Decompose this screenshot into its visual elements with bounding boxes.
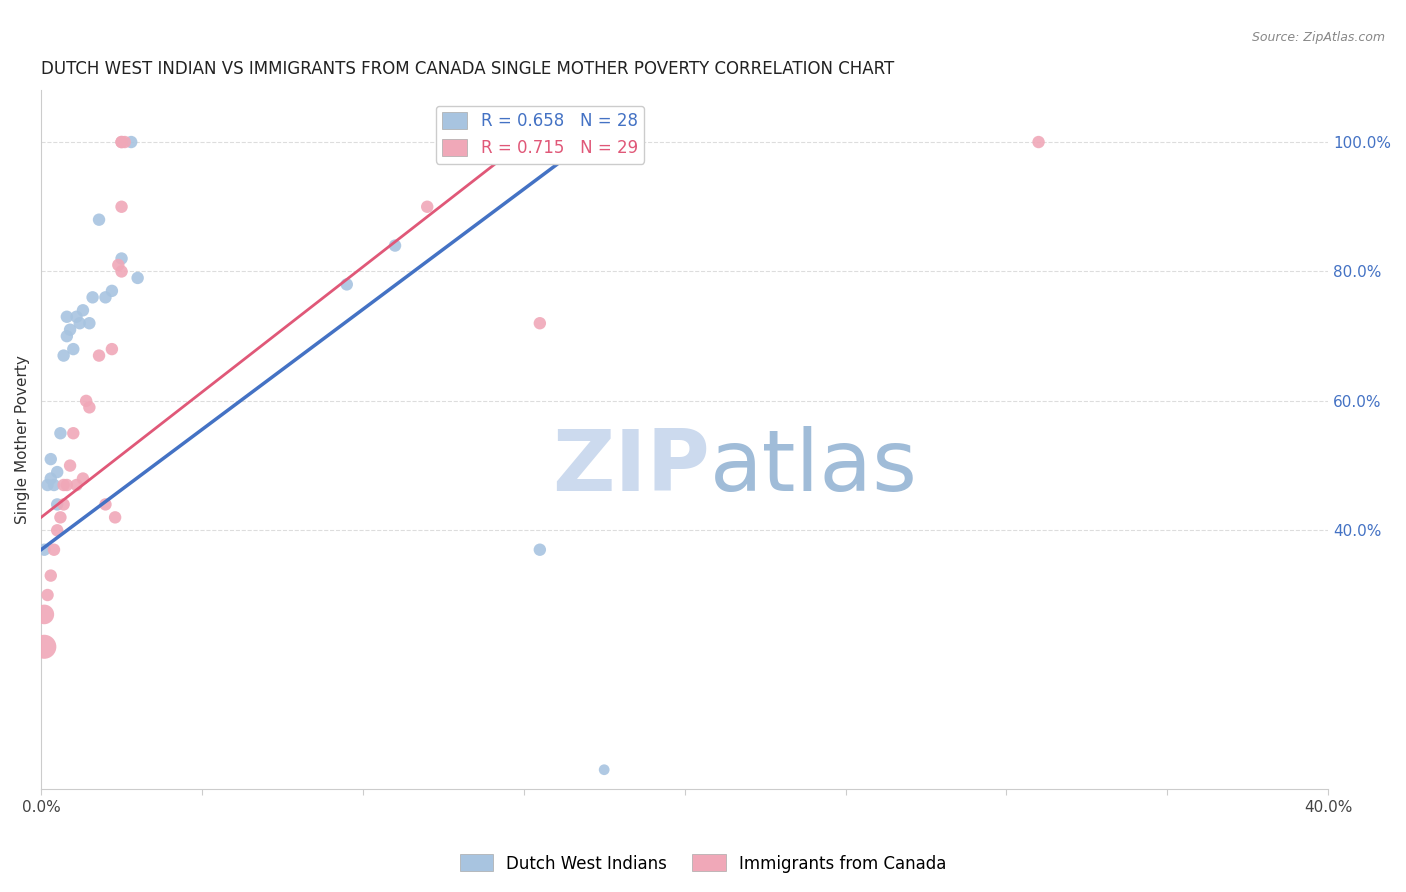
Point: [72, 471, 94, 485]
Point: [120, 135, 142, 149]
Legend: Dutch West Indians, Immigrants from Canada: Dutch West Indians, Immigrants from Cana…: [453, 847, 953, 880]
Point: [42, 478, 65, 492]
Point: [336, 277, 359, 292]
Point: [42, 542, 65, 557]
Point: [384, 238, 406, 252]
Point: [46, 524, 69, 538]
Point: [56, 478, 79, 492]
Point: [34, 607, 56, 622]
Point: [56, 329, 79, 343]
Point: [34, 542, 56, 557]
Point: [34, 640, 56, 654]
Point: [39, 452, 62, 467]
Point: [75, 393, 97, 408]
Legend: R = 0.658   N = 28, R = 0.715   N = 29: R = 0.658 N = 28, R = 0.715 N = 29: [436, 105, 644, 163]
Point: [46, 497, 69, 511]
Point: [65, 478, 87, 492]
Point: [87, 349, 110, 363]
Text: DUTCH WEST INDIAN VS IMMIGRANTS FROM CANADA SINGLE MOTHER POVERTY CORRELATION CH: DUTCH WEST INDIAN VS IMMIGRANTS FROM CAN…: [41, 60, 894, 78]
Point: [52, 497, 75, 511]
Point: [59, 323, 82, 337]
Point: [52, 478, 75, 492]
Point: [79, 316, 101, 330]
Text: Source: ZipAtlas.com: Source: ZipAtlas.com: [1251, 31, 1385, 45]
Text: ZIP: ZIP: [553, 426, 710, 509]
Point: [69, 316, 91, 330]
Point: [52, 349, 75, 363]
Point: [101, 342, 124, 356]
Point: [110, 252, 132, 266]
Point: [37, 588, 59, 602]
Point: [114, 135, 136, 149]
Point: [37, 478, 59, 492]
Point: [94, 290, 117, 304]
Point: [62, 342, 84, 356]
Point: [529, 316, 551, 330]
Point: [110, 264, 132, 278]
Point: [101, 284, 124, 298]
Y-axis label: Single Mother Poverty: Single Mother Poverty: [15, 355, 30, 524]
Point: [56, 310, 79, 324]
Point: [72, 303, 94, 318]
Point: [1028, 135, 1050, 149]
Point: [94, 497, 117, 511]
Point: [62, 426, 84, 441]
Point: [104, 510, 127, 524]
Point: [46, 465, 69, 479]
Point: [79, 401, 101, 415]
Point: [593, 763, 616, 777]
Text: atlas: atlas: [710, 426, 918, 509]
Point: [110, 135, 132, 149]
Point: [65, 310, 87, 324]
Point: [529, 542, 551, 557]
Point: [59, 458, 82, 473]
Point: [49, 510, 72, 524]
Point: [416, 200, 439, 214]
Point: [107, 258, 129, 272]
Point: [127, 271, 149, 285]
Point: [39, 471, 62, 485]
Point: [49, 426, 72, 441]
Point: [87, 212, 110, 227]
Point: [110, 200, 132, 214]
Point: [110, 135, 132, 149]
Point: [39, 568, 62, 582]
Point: [82, 290, 104, 304]
